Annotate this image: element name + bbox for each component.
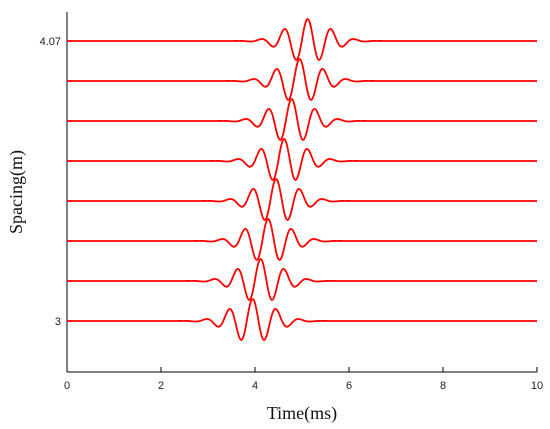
x-tick-label: 0: [64, 380, 70, 392]
x-tick-label: 10: [531, 380, 543, 392]
x-axis-title: Time(ms): [267, 403, 337, 424]
axes: [66, 12, 537, 373]
waveform-trace: [67, 258, 537, 301]
waveform-trace: [67, 58, 537, 101]
x-tick-label: 6: [346, 380, 352, 392]
x-tick-label: 4: [252, 380, 258, 392]
waveform-trace: [67, 178, 537, 221]
x-tick-label: 2: [158, 380, 164, 392]
waveform-trace: [67, 98, 537, 141]
waveform-trace: [67, 298, 537, 341]
x-tick-label: 8: [440, 380, 446, 392]
y-tick-label: 4.07: [40, 36, 61, 48]
waveform-trace: [67, 218, 537, 261]
y-tick-label: 3: [55, 316, 61, 328]
waveform-traces: [67, 18, 537, 341]
x-ticks: 0 2 4 6 8 10: [64, 367, 543, 392]
waveform-trace: [67, 18, 537, 61]
y-ticks: 34.07: [40, 36, 61, 328]
waveform-trace: [67, 138, 537, 181]
y-axis-title: Spacing(m): [6, 150, 27, 234]
